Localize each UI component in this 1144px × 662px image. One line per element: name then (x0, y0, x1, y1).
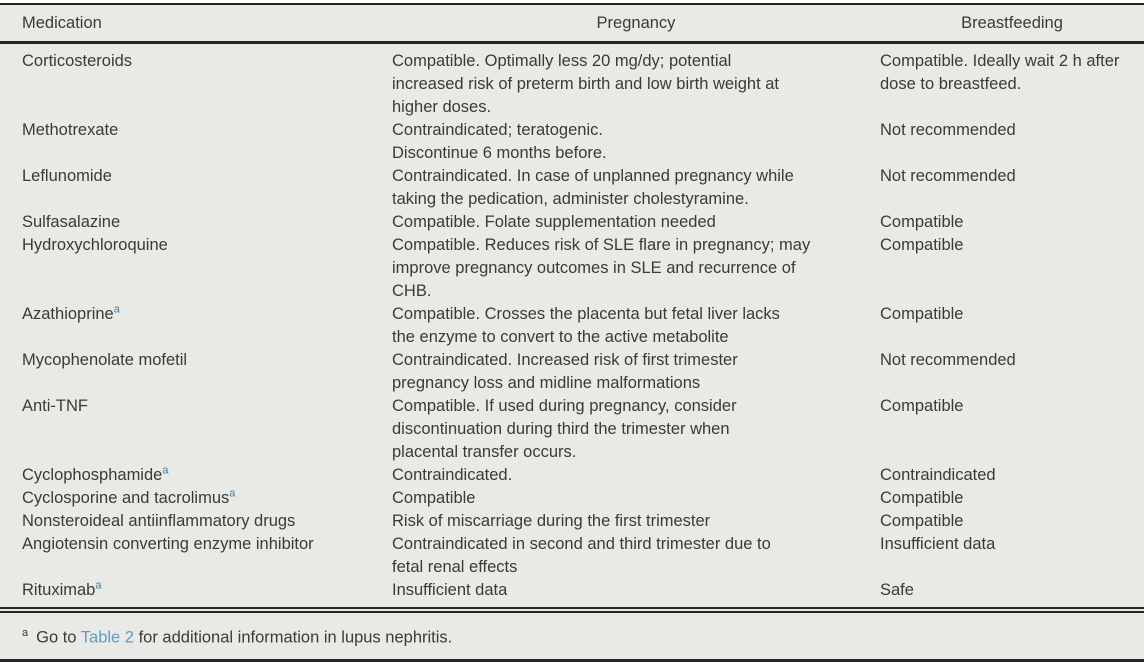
pregnancy-cell: Contraindicated in second and third trim… (392, 535, 771, 576)
breastfeeding-cell: Compatible (880, 236, 964, 254)
breastfeeding-cell: Safe (880, 581, 914, 599)
footnote-marker-icon: a (113, 303, 120, 316)
breastfeeding-cell: Contraindicated (880, 466, 996, 484)
medication-name: Azathioprine (22, 305, 114, 323)
medication-table: Medication Pregnancy Breastfeeding Corti… (0, 3, 1144, 662)
table-2-link[interactable]: Table 2 (80, 628, 134, 647)
pregnancy-cell: Contraindicated. (392, 466, 513, 484)
breastfeeding-cell: Compatible (880, 489, 964, 507)
footnote-marker-icon: a (229, 487, 236, 500)
medication-pregnancy-table: Medication Pregnancy Breastfeeding Corti… (0, 5, 1144, 607)
table-row: Methotrexate Contraindicated; teratogeni… (0, 119, 1144, 165)
table-row: Corticosteroids Compatible. Optimally le… (0, 43, 1144, 120)
table-footnote: a Go to Table 2 for additional informatio… (0, 607, 1144, 659)
table-row: Angiotensin converting enzyme inhibitor … (0, 533, 1144, 579)
footnote-marker: a (22, 627, 29, 639)
medication-name: Nonsteroideal antiinflammatory drugs (22, 512, 296, 530)
medication-name: Rituximab (22, 581, 96, 599)
medication-name: Corticosteroids (22, 52, 133, 70)
column-header-breastfeeding: Breastfeeding (880, 5, 1144, 44)
pregnancy-cell: Compatible (392, 489, 476, 507)
breastfeeding-cell: Insufficient data (880, 535, 996, 553)
breastfeeding-cell: Compatible (880, 397, 964, 415)
table-row: Azathioprinea Compatible. Crosses the pl… (0, 303, 1144, 349)
breastfeeding-cell: Not recommended (880, 121, 1016, 139)
breastfeeding-cell: Compatible (880, 213, 964, 231)
column-header-pregnancy: Pregnancy (392, 5, 880, 44)
breastfeeding-cell: Compatible (880, 305, 964, 323)
table-row: Leflunomide Contraindicated. In case of … (0, 165, 1144, 211)
pregnancy-cell: Compatible. Optimally less 20 mg/dy; pot… (392, 52, 780, 116)
medication-name: Cyclophosphamide (22, 466, 163, 484)
medication-name: Cyclosporine and tacrolimus (22, 489, 230, 507)
header-row: Medication Pregnancy Breastfeeding (0, 5, 1144, 44)
pregnancy-cell: Compatible. If used during pregnancy, co… (392, 397, 737, 461)
footnote-text-suffix: for additional information in lupus neph… (134, 628, 453, 647)
table-row: Anti-TNF Compatible. If used during preg… (0, 395, 1144, 464)
medication-name: Methotrexate (22, 121, 119, 139)
medication-name: Angiotensin converting enzyme inhibitor (22, 535, 314, 553)
pregnancy-cell: Compatible. Crosses the placenta but fet… (392, 305, 780, 346)
breastfeeding-cell: Compatible. Ideally wait 2 h after dose … (880, 52, 1120, 93)
pregnancy-cell: Insufficient data (392, 581, 508, 599)
footnote-marker-icon: a (95, 579, 102, 592)
medication-name: Anti-TNF (22, 397, 88, 415)
medication-name: Leflunomide (22, 167, 112, 185)
breastfeeding-cell: Not recommended (880, 351, 1016, 369)
footnote-text-prefix: Go to (36, 628, 81, 647)
table-row: Sulfasalazine Compatible. Folate supplem… (0, 211, 1144, 234)
medication-name: Mycophenolate mofetil (22, 351, 188, 369)
pregnancy-cell: Contraindicated; teratogenic. Discontinu… (392, 121, 607, 162)
table-row: Rituximaba Insufficient data Safe (0, 579, 1144, 607)
pregnancy-cell: Contraindicated. In case of unplanned pr… (392, 167, 794, 208)
pregnancy-cell: Contraindicated. Increased risk of first… (392, 351, 738, 392)
column-header-medication: Medication (0, 5, 392, 44)
pregnancy-cell: Risk of miscarriage during the first tri… (392, 512, 711, 530)
table-row: Hydroxychloroquine Compatible. Reduces r… (0, 234, 1144, 303)
pregnancy-cell: Compatible. Folate supplementation neede… (392, 213, 716, 231)
breastfeeding-cell: Compatible (880, 512, 964, 530)
medication-name: Hydroxychloroquine (22, 236, 168, 254)
breastfeeding-cell: Not recommended (880, 167, 1016, 185)
medication-name: Sulfasalazine (22, 213, 121, 231)
table-row: Mycophenolate mofetil Contraindicated. I… (0, 349, 1144, 395)
table-row: Cyclophosphamidea Contraindicated. Contr… (0, 464, 1144, 487)
footnote-marker-icon: a (162, 464, 169, 477)
table-row: Nonsteroideal antiinflammatory drugs Ris… (0, 510, 1144, 533)
table-row: Cyclosporine and tacrolimusa Compatible … (0, 487, 1144, 510)
pregnancy-cell: Compatible. Reduces risk of SLE flare in… (392, 236, 811, 300)
